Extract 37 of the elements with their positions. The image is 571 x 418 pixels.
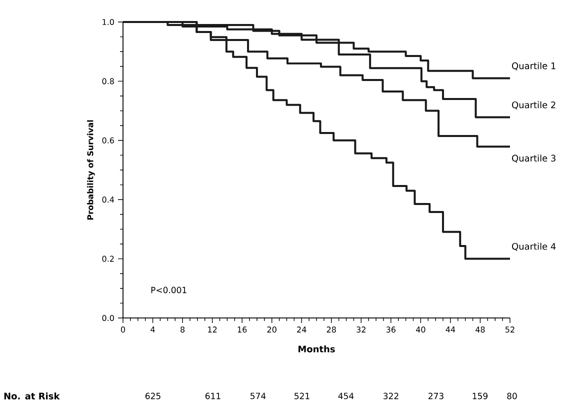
series-label: Quartile 3 <box>512 154 556 163</box>
x-tick-label: 36 <box>386 326 396 333</box>
text: 574 <box>250 392 266 400</box>
series-label: Quartile 1 <box>512 62 556 70</box>
text: 521 <box>294 392 310 400</box>
x-tick-label: 16 <box>238 326 247 333</box>
text: 80 <box>507 392 517 400</box>
text: 625 <box>145 392 160 400</box>
y-tick-label: 1.0 <box>102 18 114 26</box>
x-tick-label: 4 <box>150 326 155 332</box>
x-axis-title: Months <box>298 345 335 352</box>
text: No. at Risk <box>4 392 60 400</box>
x-tick-label: 52 <box>506 326 514 333</box>
x-tick-label: 0 <box>120 326 126 333</box>
y-tick-label: 0.2 <box>102 256 114 262</box>
text: 322 <box>384 392 398 400</box>
annotation: P<0.001 <box>151 286 186 294</box>
series-label: Quartile 4 <box>512 242 556 251</box>
y-tick-label: 0.0 <box>102 314 114 322</box>
x-tick-label: 44 <box>446 326 456 332</box>
x-tick-label: 40 <box>416 326 426 333</box>
y-tick-label: 0.4 <box>102 196 114 203</box>
x-tick-label: 8 <box>180 326 185 333</box>
y-axis-title: Probability of Survival <box>87 120 95 220</box>
text: 273 <box>428 392 444 400</box>
text: 159 <box>472 392 488 400</box>
text: 611 <box>205 392 220 400</box>
x-tick-label: 32 <box>356 326 366 333</box>
y-tick-label: 0.8 <box>102 78 114 84</box>
x-tick-label: 28 <box>326 326 336 333</box>
x-tick-label: 12 <box>208 326 217 332</box>
x-tick-label: 24 <box>297 326 306 332</box>
text: 454 <box>338 392 354 400</box>
series-label: Quartile 2 <box>512 101 556 110</box>
x-tick-label: 20 <box>267 326 276 333</box>
x-tick-label: 48 <box>476 326 485 333</box>
y-tick-label: 0.6 <box>102 137 114 144</box>
